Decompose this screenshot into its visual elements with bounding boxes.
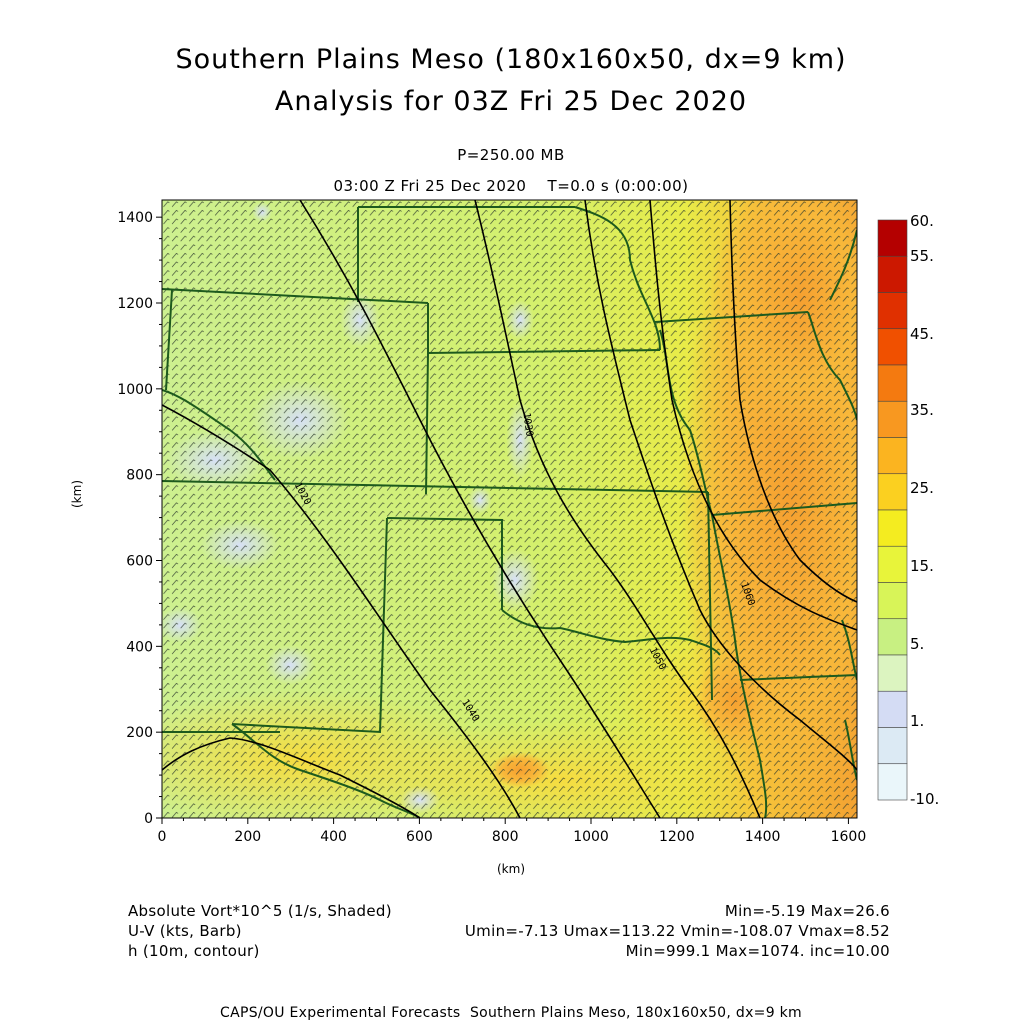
colorbar-label: 5. [910,635,924,653]
colorbar-label: 35. [910,401,934,419]
x-axis-label: (km) [497,862,526,876]
plot-frame [161,199,858,819]
x-axis: 0 200 400 600 800 1000 1200 1400 1600 [158,818,867,845]
y-tick-label: 1400 [117,210,153,226]
valid-time: 03:00 Z Fri 25 Dec 2020 T=0.0 s (0:00:00… [333,177,689,195]
field-shaded-range: Min=-5.19 Max=26.6 [724,902,890,920]
colorbar-label: -10. [910,790,939,808]
wind-barbs [162,200,857,818]
colorbar-swatch [877,582,908,620]
y-tick-label: 600 [126,554,153,570]
field-barb-name: U-V (kts, Barb) [128,922,242,940]
height-contours [162,200,857,818]
field-contour-name: h (10m, contour) [128,942,260,960]
colorbar-swatch [877,727,908,765]
colorbar-swatch [877,364,908,402]
colorbar-swatch [877,473,908,511]
x-tick-label: 200 [234,829,261,845]
colorbar-swatch [877,763,908,801]
x-tick-label: 1000 [573,829,609,845]
title-line-1: Southern Plains Meso (180x160x50, dx=9 k… [175,44,847,75]
x-tick-label: 400 [320,829,347,845]
y-tick-label: 1200 [117,296,153,312]
colorbar-swatch [877,219,908,257]
colorbar-label: 15. [910,557,934,575]
x-tick-label: 1600 [831,829,867,845]
colorbar-label: 60. [910,212,934,230]
x-tick-label: 1400 [745,829,781,845]
field-shaded-name: Absolute Vort*10^5 (1/s, Shaded) [128,902,392,920]
y-axis: 0 200 400 600 800 1000 1200 1400 [117,210,162,827]
colorbar-label: 45. [910,325,934,343]
title-line-2: Analysis for 03Z Fri 25 Dec 2020 [274,86,748,117]
colorbar-label: 55. [910,247,934,265]
x-tick-label: 1200 [659,829,695,845]
y-tick-label: 800 [126,468,153,484]
colorbar-label: 25. [910,479,934,497]
colorbar-labels: 60. 55. 45. 35. 25. 15. 5. 1. -10. [910,212,939,808]
y-tick-label: 0 [144,811,153,827]
colorbar-swatch [877,255,908,293]
y-tick-label: 1000 [117,382,153,398]
field-contour-range: Min=999.1 Max=1074. inc=10.00 [625,942,890,960]
colorbar-swatch [877,328,908,366]
y-tick-label: 200 [126,725,153,741]
colorbar-swatch [877,292,908,330]
colorbar-swatch [877,437,908,475]
x-tick-label: 600 [406,829,433,845]
state-borders [162,206,857,818]
x-tick-label: 800 [492,829,519,845]
colorbar-label: 1. [910,712,924,730]
pressure-level: P=250.00 MB [457,146,565,164]
colorbar-swatch [877,400,908,438]
field-barb-range: Umin=-7.13 Umax=113.22 Vmin=-108.07 Vmax… [464,922,890,940]
colorbar-swatch [877,509,908,547]
y-axis-label: (km) [70,479,84,508]
colorbar-swatch [877,618,908,656]
colorbar-swatch [877,654,908,692]
x-tick-label: 0 [158,829,167,845]
colorbar-swatch [877,545,908,583]
colorbar [877,219,908,801]
y-tick-label: 400 [126,639,153,655]
footer-credit: CAPS/OU Experimental Forecasts Southern … [220,1005,802,1021]
contour-label: 1030 [520,412,534,437]
colorbar-swatch [877,690,908,728]
